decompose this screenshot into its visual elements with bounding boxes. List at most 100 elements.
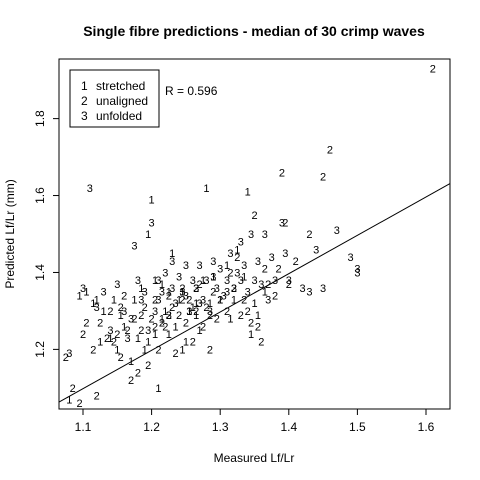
data-point-unfolded: 3	[197, 298, 203, 310]
data-point-unaligned: 2	[193, 306, 199, 318]
data-point-stretched: 1	[128, 356, 134, 368]
data-point-unfolded: 3	[334, 225, 340, 237]
legend-label-stretched: stretched	[96, 79, 145, 93]
data-point-unaligned: 2	[83, 317, 89, 329]
data-point-stretched: 1	[131, 294, 137, 306]
data-point-unfolded: 3	[217, 264, 223, 276]
data-point-unfolded: 3	[179, 287, 185, 299]
data-point-unfolded: 3	[313, 244, 319, 256]
data-point-unfolded: 3	[121, 306, 127, 318]
data-point-unaligned: 2	[224, 306, 230, 318]
data-point-unfolded: 3	[94, 302, 100, 314]
data-point-unfolded: 3	[145, 325, 151, 337]
data-point-stretched: 1	[193, 298, 199, 310]
data-point-unfolded: 3	[224, 275, 230, 287]
data-point-unfolded: 3	[214, 283, 220, 295]
data-point-unaligned: 2	[203, 302, 209, 314]
data-point-unfolded: 3	[155, 275, 161, 287]
x-tick-label: 1.5	[349, 420, 366, 434]
data-point-unfolded: 3	[354, 267, 360, 279]
data-point-unaligned: 2	[179, 283, 185, 295]
data-point-unfolded: 3	[162, 267, 168, 279]
data-point-unaligned: 2	[145, 360, 151, 372]
data-point-unfolded: 3	[186, 306, 192, 318]
data-point-unaligned: 2	[430, 64, 436, 76]
data-point-stretched: 1	[66, 394, 72, 406]
data-point-unaligned: 2	[152, 321, 158, 333]
data-point-unfolded: 3	[155, 294, 161, 306]
data-point-unfolded: 3	[190, 275, 196, 287]
data-point-unaligned: 2	[207, 344, 213, 356]
data-point-unaligned: 2	[179, 294, 185, 306]
legend-box	[69, 69, 160, 128]
data-point-unaligned: 2	[255, 321, 261, 333]
data-point-unfolded: 3	[135, 275, 141, 287]
data-point-unaligned: 2	[162, 321, 168, 333]
data-point-unfolded: 3	[320, 283, 326, 295]
x-tick-label: 1.1	[75, 420, 92, 434]
data-point-stretched: 1	[200, 275, 206, 287]
data-point-unaligned: 2	[272, 291, 278, 303]
data-point-unaligned: 2	[80, 329, 86, 341]
data-point-unaligned: 2	[200, 321, 206, 333]
legend-marker-1: 1	[81, 79, 88, 93]
data-point-stretched: 1	[145, 229, 151, 241]
legend-marker-3: 3	[81, 109, 88, 123]
x-axis: 1.1 1.2 1.3 1.4 1.5 1.6	[75, 409, 435, 434]
data-point-unaligned: 2	[118, 302, 124, 314]
data-point-unfolded: 3	[152, 306, 158, 318]
data-point-stretched: 1	[166, 287, 172, 299]
y-axis: 1.2 1.4 1.6 1.8	[33, 110, 59, 358]
data-point-unaligned: 2	[159, 317, 165, 329]
data-point-unaligned: 2	[166, 310, 172, 322]
data-point-unfolded: 3	[149, 217, 155, 229]
data-point-stretched: 1	[210, 271, 216, 283]
data-point-unaligned: 2	[258, 337, 264, 349]
data-point-unfolded: 3	[269, 252, 275, 264]
data-point-unaligned: 2	[125, 325, 131, 337]
data-point-unaligned: 2	[306, 229, 312, 241]
data-point-unaligned: 2	[234, 252, 240, 264]
data-point-unaligned: 2	[241, 294, 247, 306]
data-point-unaligned: 2	[77, 398, 83, 410]
data-point-stretched: 1	[251, 298, 257, 310]
data-point-unfolded: 3	[248, 229, 254, 241]
data-point-stretched: 1	[197, 325, 203, 337]
data-point-unaligned: 2	[320, 171, 326, 183]
data-point-unfolded: 3	[183, 291, 189, 303]
data-point-unfolded: 3	[203, 275, 209, 287]
data-point-unaligned: 2	[327, 144, 333, 156]
data-point-stretched: 1	[152, 329, 158, 341]
data-point-stretched: 1	[101, 306, 107, 318]
data-point-stretched: 1	[94, 294, 100, 306]
data-point-unfolded: 3	[282, 248, 288, 260]
data-point-unfolded: 3	[159, 287, 165, 299]
data-point-unaligned: 2	[217, 294, 223, 306]
data-point-unfolded: 3	[262, 229, 268, 241]
data-point-unfolded: 3	[224, 287, 230, 299]
data-point-stretched: 1	[159, 314, 165, 326]
data-point-unaligned: 2	[135, 367, 141, 379]
data-point-unfolded: 3	[138, 294, 144, 306]
data-point-stretched: 1	[255, 310, 261, 322]
data-point-stretched: 1	[224, 260, 230, 272]
data-point-unfolded: 3	[197, 260, 203, 272]
data-point-stretched: 1	[77, 291, 83, 303]
data-point-stretched: 1	[149, 194, 155, 206]
data-point-unaligned: 2	[293, 256, 299, 268]
data-point-unaligned: 2	[265, 279, 271, 291]
y-axis-title: Predicted Lf/Lr (mm)	[3, 179, 17, 288]
data-point-unfolded: 3	[114, 279, 120, 291]
data-point-unfolded: 3	[245, 287, 251, 299]
data-point-unaligned: 2	[231, 283, 237, 295]
data-point-unfolded: 3	[251, 275, 257, 287]
data-point-unfolded: 3	[207, 306, 213, 318]
data-point-unaligned: 2	[173, 348, 179, 360]
data-points: 11 11111111111111111111111111111111111111…	[63, 64, 436, 411]
data-point-unfolded: 3	[221, 291, 227, 303]
data-point-unaligned: 2	[131, 314, 137, 326]
data-point-unfolded: 3	[354, 264, 360, 276]
data-point-unaligned: 2	[207, 310, 213, 322]
